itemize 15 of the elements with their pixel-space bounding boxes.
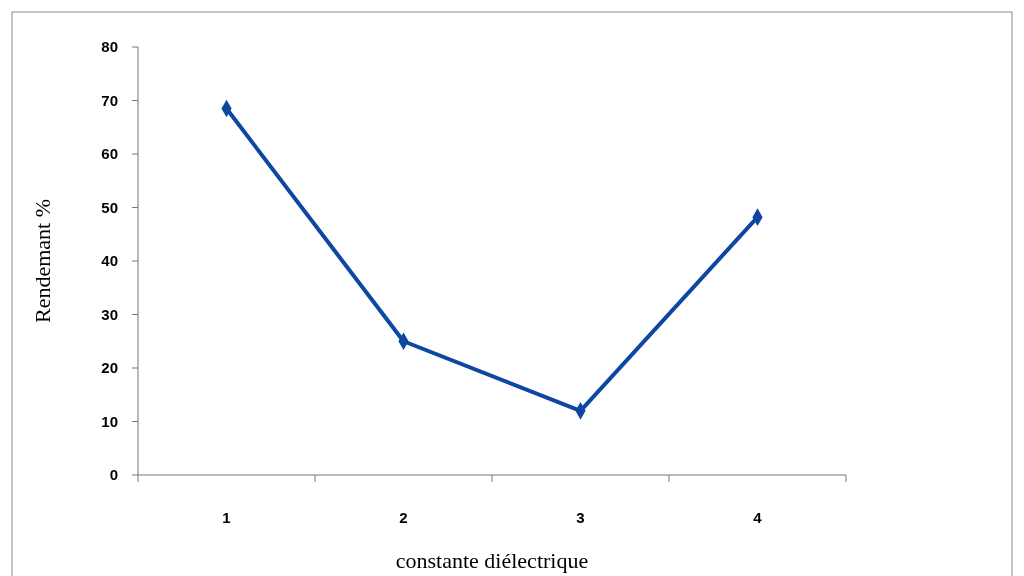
x-tick-label: 2 bbox=[399, 509, 408, 526]
y-tick-label: 50 bbox=[101, 198, 118, 216]
x-tick-label: 3 bbox=[576, 509, 585, 526]
y-tick-label: 60 bbox=[101, 145, 118, 163]
x-tick-label: 4 bbox=[753, 509, 763, 526]
y-tick-label: 80 bbox=[101, 38, 118, 56]
x-tick-label: 1 bbox=[222, 509, 231, 526]
x-axis-title: constante diélectrique bbox=[395, 548, 589, 573]
y-tick-label: 10 bbox=[101, 412, 118, 430]
y-tick-label: 20 bbox=[101, 359, 118, 377]
y-tick-label: 30 bbox=[101, 305, 118, 323]
y-axis-title: Rendemant % bbox=[30, 198, 55, 324]
y-tick-label: 0 bbox=[109, 466, 118, 484]
y-tick-label: 40 bbox=[101, 252, 118, 270]
y-tick-label: 70 bbox=[101, 91, 118, 109]
